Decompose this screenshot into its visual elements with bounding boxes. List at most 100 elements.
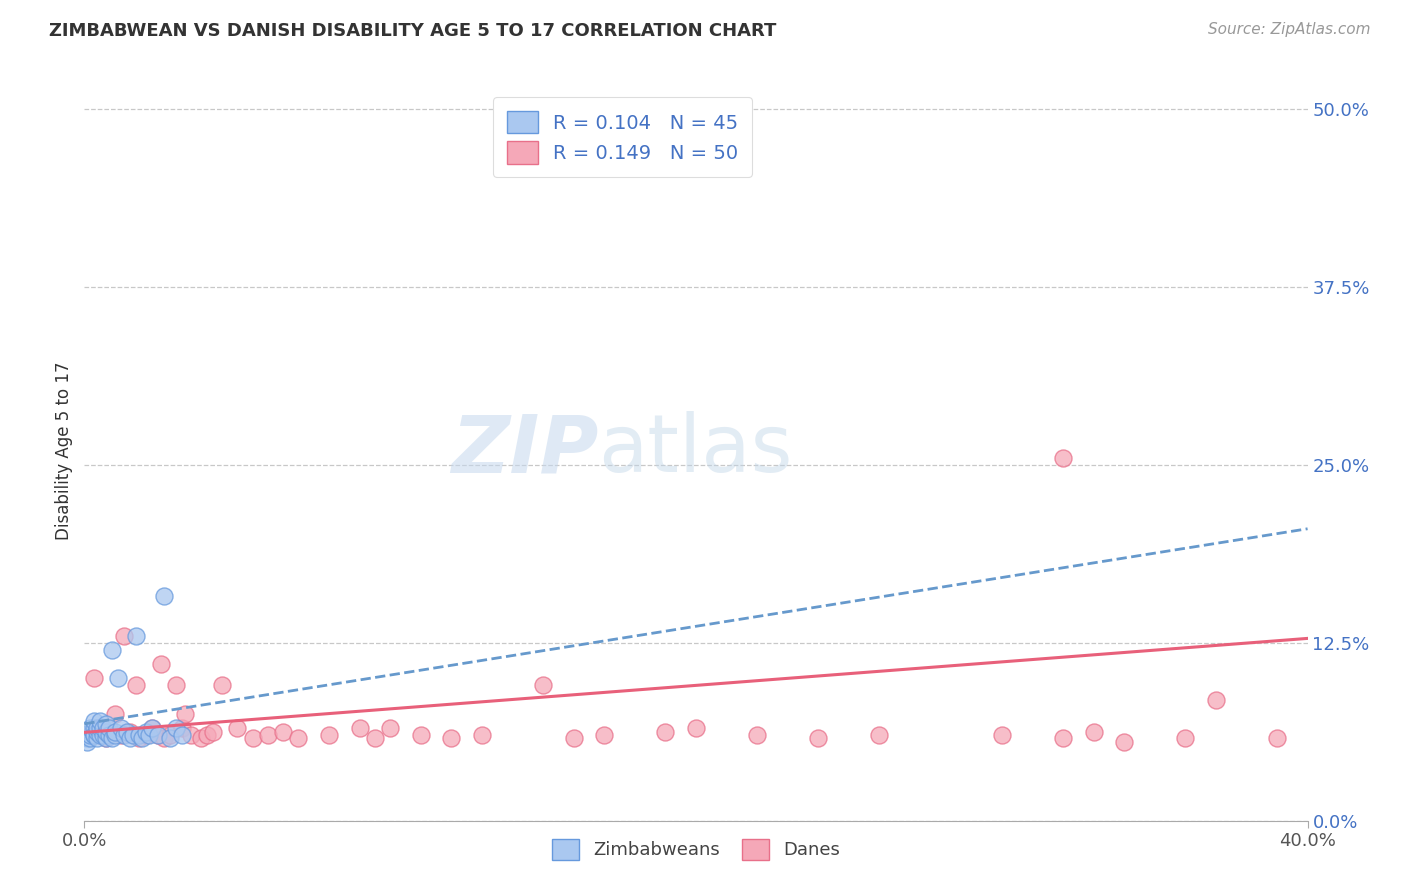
Text: atlas: atlas xyxy=(598,411,793,490)
Point xyxy=(1052,450,1074,465)
Point xyxy=(79,725,101,739)
Point xyxy=(128,728,150,742)
Point xyxy=(593,728,616,742)
Point xyxy=(115,725,138,739)
Text: ZIP: ZIP xyxy=(451,411,598,490)
Point xyxy=(110,728,132,742)
Point xyxy=(79,728,101,742)
Point xyxy=(89,721,111,735)
Point xyxy=(190,731,212,745)
Point xyxy=(153,589,176,603)
Point xyxy=(104,706,127,721)
Point xyxy=(1083,725,1105,739)
Point xyxy=(91,728,114,742)
Point xyxy=(89,714,111,728)
Point xyxy=(380,721,402,735)
Point xyxy=(172,721,194,735)
Point xyxy=(153,731,176,745)
Point xyxy=(83,721,105,735)
Point xyxy=(83,671,105,685)
Point xyxy=(107,671,129,685)
Point xyxy=(165,678,187,692)
Point xyxy=(1052,731,1074,745)
Point xyxy=(531,678,554,692)
Point xyxy=(128,731,150,745)
Point xyxy=(287,731,309,745)
Point xyxy=(174,706,197,721)
Y-axis label: Disability Age 5 to 17: Disability Age 5 to 17 xyxy=(55,361,73,540)
Point xyxy=(318,728,340,742)
Point xyxy=(257,728,280,742)
Point xyxy=(135,725,157,739)
Point xyxy=(1114,735,1136,749)
Point xyxy=(141,721,163,735)
Point xyxy=(112,628,135,642)
Point xyxy=(1205,692,1227,706)
Point xyxy=(226,721,249,735)
Point xyxy=(159,728,181,742)
Point xyxy=(138,728,160,742)
Point xyxy=(471,728,494,742)
Point xyxy=(76,731,98,745)
Point xyxy=(110,721,132,735)
Point xyxy=(146,728,169,742)
Point xyxy=(135,728,157,742)
Point xyxy=(159,731,181,745)
Point xyxy=(440,731,463,745)
Point xyxy=(79,721,101,735)
Point xyxy=(1174,731,1197,745)
Point xyxy=(146,728,169,742)
Point xyxy=(101,731,124,745)
Point xyxy=(97,721,120,735)
Point xyxy=(79,731,101,745)
Point xyxy=(89,728,111,742)
Point xyxy=(94,731,117,745)
Point xyxy=(104,725,127,739)
Point xyxy=(76,735,98,749)
Text: ZIMBABWEAN VS DANISH DISABILITY AGE 5 TO 17 CORRELATION CHART: ZIMBABWEAN VS DANISH DISABILITY AGE 5 TO… xyxy=(49,22,776,40)
Point xyxy=(120,725,142,739)
Point xyxy=(654,725,676,739)
Point xyxy=(685,721,707,735)
Point xyxy=(86,731,108,745)
Point xyxy=(201,725,224,739)
Point xyxy=(89,728,111,742)
Point xyxy=(122,728,145,742)
Point xyxy=(141,721,163,735)
Point xyxy=(172,728,194,742)
Point xyxy=(104,728,127,742)
Point xyxy=(807,731,830,745)
Point xyxy=(125,628,148,642)
Point xyxy=(271,725,294,739)
Point xyxy=(364,731,387,745)
Point xyxy=(94,716,117,731)
Point xyxy=(94,725,117,739)
Point xyxy=(211,678,233,692)
Point xyxy=(349,721,371,735)
Point xyxy=(195,728,218,742)
Point xyxy=(149,657,172,671)
Point xyxy=(83,728,105,742)
Text: Source: ZipAtlas.com: Source: ZipAtlas.com xyxy=(1208,22,1371,37)
Point xyxy=(869,728,891,742)
Point xyxy=(747,728,769,742)
Point xyxy=(131,731,153,745)
Point xyxy=(83,728,105,742)
Point xyxy=(101,642,124,657)
Point xyxy=(112,728,135,742)
Point xyxy=(165,721,187,735)
Point xyxy=(409,728,432,742)
Point xyxy=(97,728,120,742)
Point xyxy=(242,731,264,745)
Point xyxy=(125,678,148,692)
Point xyxy=(180,728,202,742)
Point xyxy=(562,731,585,745)
Point xyxy=(1265,731,1288,745)
Point xyxy=(120,731,142,745)
Legend: Zimbabweans, Danes: Zimbabweans, Danes xyxy=(544,832,848,867)
Point xyxy=(991,728,1014,742)
Point xyxy=(91,721,114,735)
Point xyxy=(94,731,117,745)
Point xyxy=(76,728,98,742)
Point xyxy=(83,714,105,728)
